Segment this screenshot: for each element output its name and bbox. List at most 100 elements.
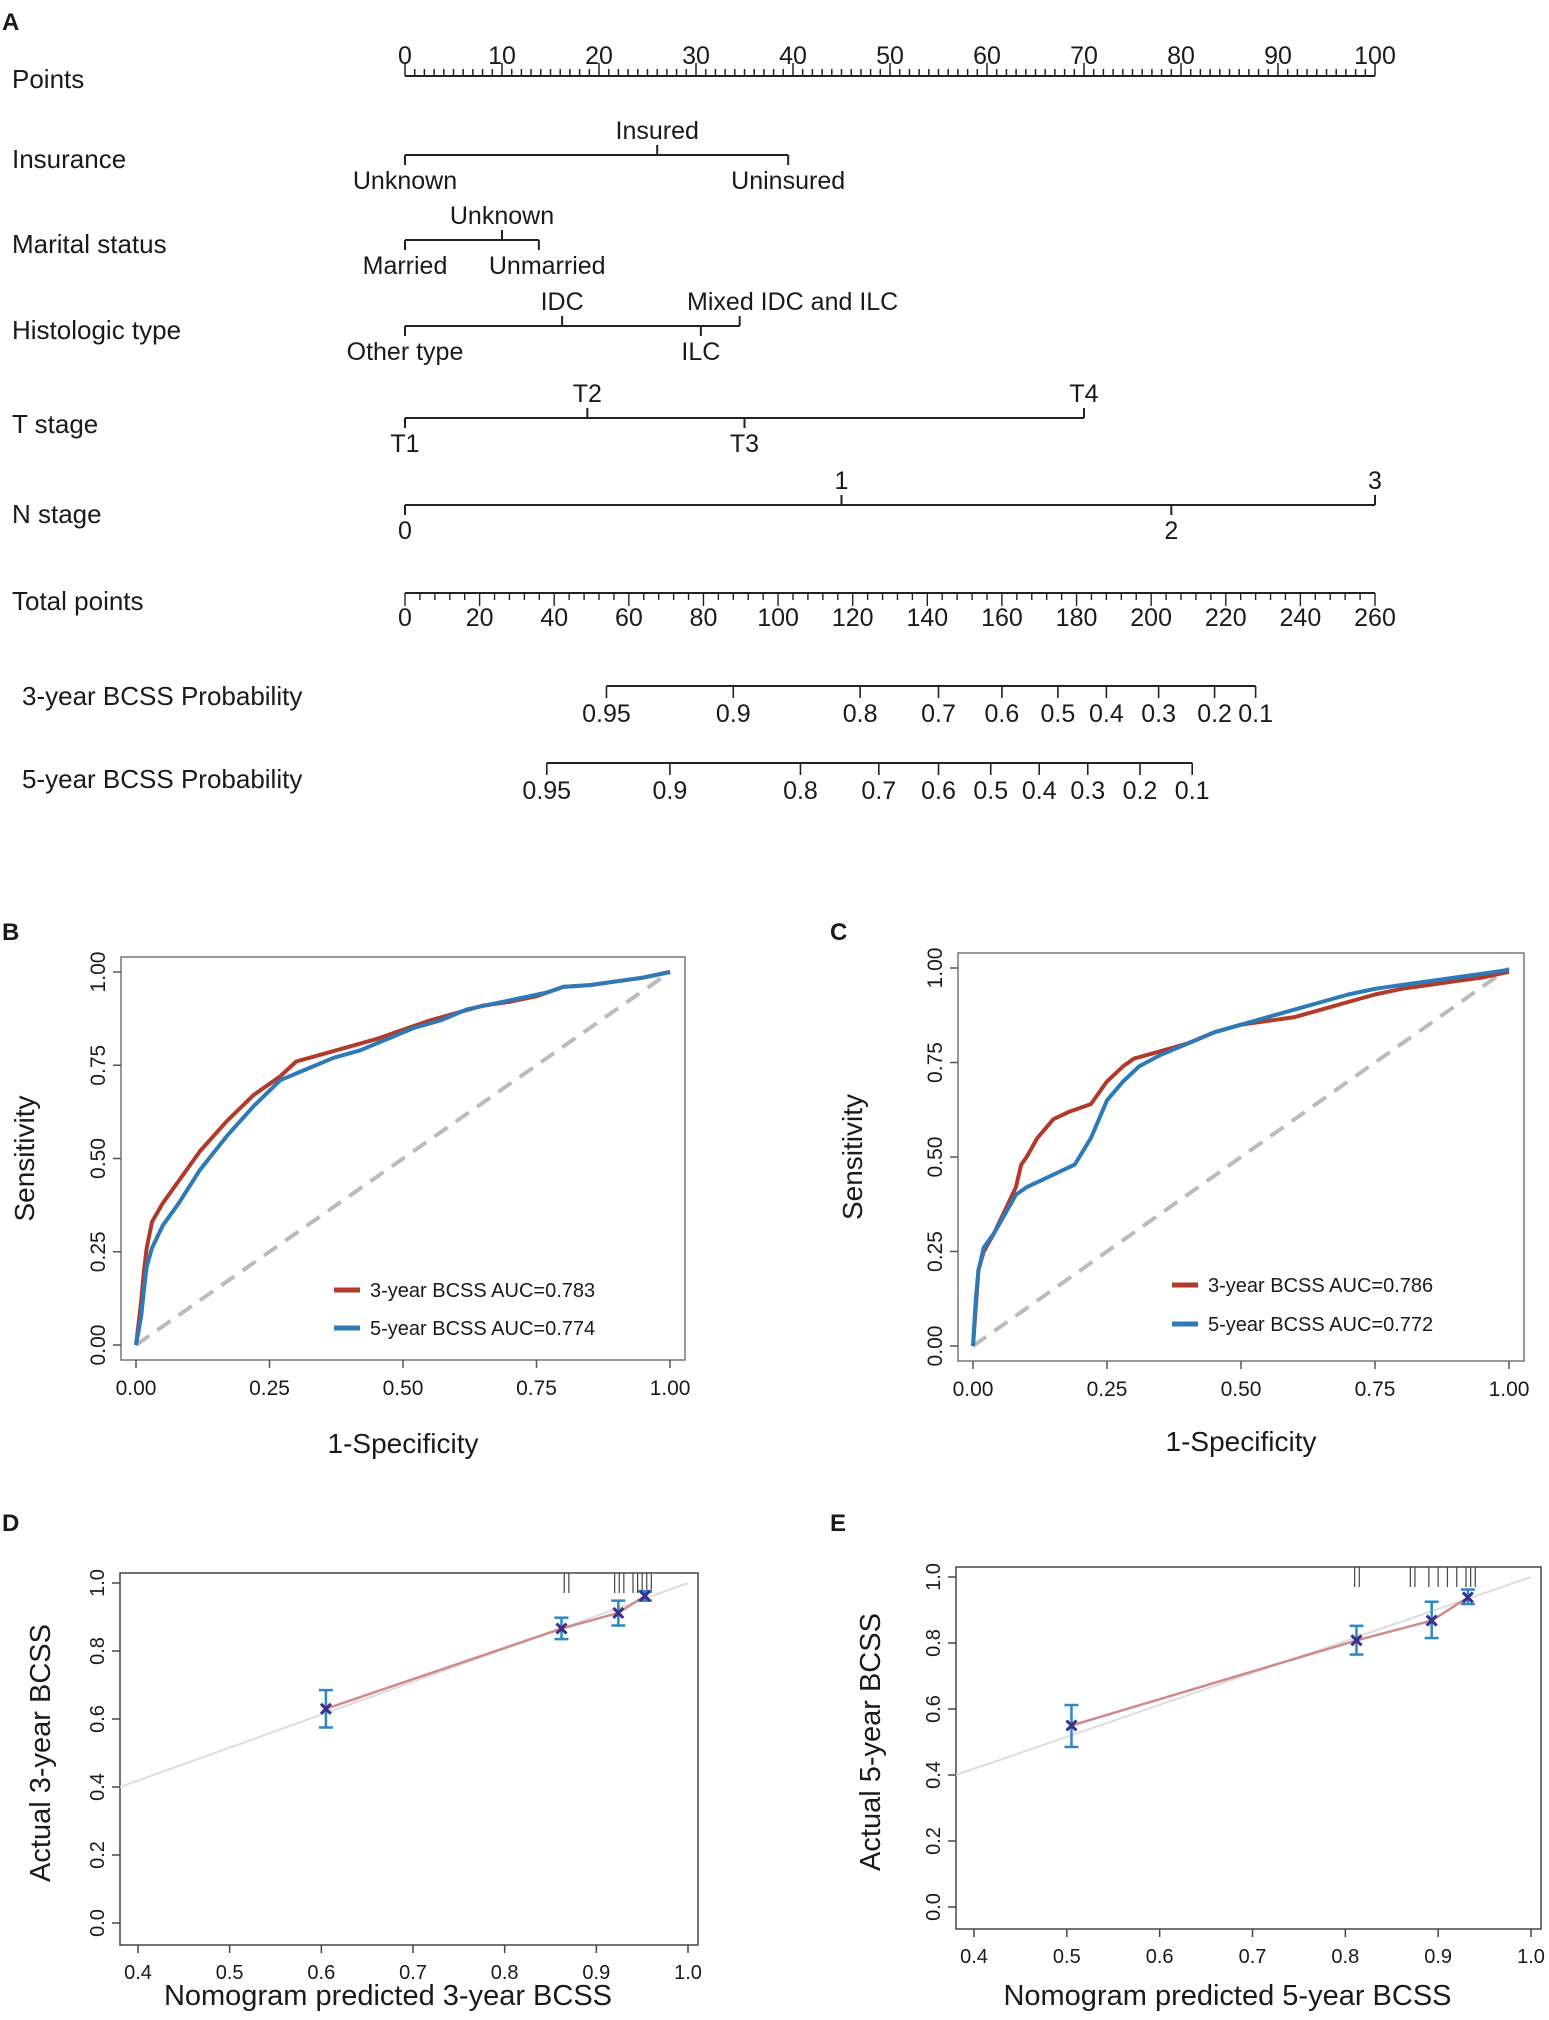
- variable-level-label: 2: [1164, 517, 1178, 545]
- roc-curve-series-2: [134, 970, 671, 1346]
- variable-level-label: 3: [1368, 467, 1382, 495]
- y-tick-label: 0.8: [87, 1637, 109, 1665]
- total-points-tick-label: 60: [615, 604, 643, 632]
- roc-panel-b: 0.00 0.25 0.50 0.75 1.00 0.00 0.25 0.50 0.75 1.00…: [9, 952, 690, 1459]
- calibration-point: [1065, 1719, 1078, 1732]
- panel-label-e: E: [830, 1510, 846, 1537]
- y-axis-title: Actual 5-year BCSS: [855, 1613, 887, 1871]
- probability-axis-label: 3-year BCSS Probability: [22, 681, 302, 711]
- x-tick-label: 0.5: [216, 1962, 244, 1984]
- variable-level-label: T2: [573, 380, 602, 408]
- variable-level-label: Uninsured: [731, 167, 845, 195]
- y-tick-label: 0.2: [87, 1841, 109, 1869]
- x-tick-label: 0.8: [1331, 1946, 1359, 1968]
- x-tick-label: 0.50: [1221, 1378, 1262, 1401]
- variable-level-label: T4: [1069, 380, 1098, 408]
- x-tick-label: 1.00: [1489, 1378, 1530, 1401]
- points-tick-label: 80: [1167, 42, 1195, 70]
- variable-level-label: Other type: [347, 338, 464, 366]
- calibration-panel-d: 0.4 0.5 0.6 0.7 0.8 0.9 1.0 0.0 0.2 0.4 0.6 0.8 1.0 N…: [25, 1569, 702, 2012]
- probability-tick-label: 0.7: [921, 700, 956, 728]
- ideal-calibration-line: [119, 1582, 689, 1788]
- total-points-tick-label: 0: [398, 604, 412, 632]
- x-tick-label: 0.25: [1087, 1378, 1128, 1401]
- y-tick-label: 0.00: [87, 1325, 110, 1366]
- y-tick-label: 0.2: [923, 1827, 945, 1855]
- panel-label-b: B: [2, 919, 19, 946]
- total-points-tick-label: 240: [1280, 604, 1322, 632]
- variable-level-label: ILC: [681, 338, 720, 366]
- calibration-point: [612, 1606, 625, 1619]
- total-points-tick-label: 140: [906, 604, 948, 632]
- y-tick-label: 0.25: [924, 1231, 947, 1272]
- y-tick-label: 0.6: [87, 1705, 109, 1733]
- probability-tick-label: 0.2: [1197, 700, 1232, 728]
- probability-tick-label: 0.4: [1089, 700, 1124, 728]
- y-tick-label: 0.4: [87, 1773, 109, 1801]
- variable-level-label: T3: [730, 430, 759, 458]
- reference-diagonal-line: [971, 966, 1511, 1348]
- probability-tick-label: 0.9: [716, 700, 751, 728]
- variable-level-label: Married: [363, 252, 448, 280]
- variable-level-label: 0: [398, 517, 412, 545]
- y-tick-label: 0.25: [87, 1231, 110, 1272]
- x-axis-title: 1-Specificity: [1166, 1426, 1317, 1457]
- points-axis-label: Points: [12, 64, 84, 94]
- probability-tick-label: 0.9: [653, 777, 688, 805]
- total-points-tick-label: 40: [540, 604, 568, 632]
- probability-tick-label: 0.4: [1022, 777, 1057, 805]
- points-tick-label: 10: [488, 42, 516, 70]
- probability-tick-label: 0.8: [783, 777, 818, 805]
- y-tick-label: 0.50: [87, 1138, 110, 1179]
- points-tick-label: 50: [876, 42, 904, 70]
- variable-label: Marital status: [12, 229, 167, 259]
- y-tick-label: 0.00: [924, 1326, 947, 1367]
- probability-tick-label: 0.3: [1070, 777, 1105, 805]
- y-tick-label: 1.0: [87, 1569, 109, 1597]
- probability-tick-label: 0.6: [985, 700, 1020, 728]
- x-tick-label: 0.5: [1053, 1946, 1081, 1968]
- variable-label: Insurance: [12, 144, 126, 174]
- variable-level-label: Unknown: [450, 202, 554, 230]
- points-tick-label: 100: [1354, 42, 1396, 70]
- x-tick-label: 1.00: [650, 1377, 691, 1400]
- total-points-tick-label: 120: [832, 604, 874, 632]
- x-tick-label: 0.6: [307, 1962, 335, 1984]
- probability-tick-label: 0.95: [582, 700, 631, 728]
- x-tick-label: 0.4: [124, 1962, 152, 1984]
- total-points-tick-label: 200: [1130, 604, 1172, 632]
- x-axis-title: Nomogram predicted 3-year BCSS: [164, 1980, 612, 2012]
- calibration-point: [1425, 1614, 1438, 1627]
- y-tick-label: 0.6: [923, 1695, 945, 1723]
- reference-diagonal-line: [134, 970, 672, 1347]
- points-tick-label: 60: [973, 42, 1001, 70]
- points-tick-label: 20: [585, 42, 613, 70]
- variable-level-label: Unmarried: [489, 252, 606, 280]
- legend-label-2: 5-year BCSS AUC=0.772: [1208, 1314, 1433, 1336]
- x-tick-label: 0.9: [582, 1962, 610, 1984]
- variable-label: Histologic type: [12, 315, 181, 345]
- variable-level-label: 1: [835, 467, 849, 495]
- calibration-point: [555, 1622, 568, 1635]
- points-tick-label: 40: [779, 42, 807, 70]
- x-tick-label: 1.0: [1517, 1946, 1545, 1968]
- panel-label-a: A: [2, 9, 19, 36]
- total-points-tick-label: 100: [757, 604, 799, 632]
- calibration-panel-e: 0.4 0.5 0.6 0.7 0.8 0.9 1.0 0.0 0.2 0.4 0.6 0.8 1.0 N…: [855, 1563, 1545, 2012]
- y-tick-label: 1.00: [87, 952, 110, 993]
- x-tick-label: 0.75: [1355, 1378, 1396, 1401]
- x-tick-label: 0.75: [516, 1377, 557, 1400]
- variable-level-label: T1: [390, 430, 419, 458]
- variable-label: N stage: [12, 499, 102, 529]
- y-tick-label: 0.0: [923, 1893, 945, 1921]
- probability-axis-label: 5-year BCSS Probability: [22, 764, 302, 794]
- points-tick-label: 90: [1264, 42, 1292, 70]
- x-tick-label: 0.8: [491, 1962, 519, 1984]
- x-tick-label: 0.4: [960, 1946, 988, 1968]
- probability-tick-label: 0.1: [1238, 700, 1273, 728]
- x-tick-label: 1.0: [674, 1962, 702, 1984]
- legend-label-2: 5-year BCSS AUC=0.774: [370, 1318, 595, 1340]
- y-tick-label: 0.0: [87, 1909, 109, 1937]
- total-points-axis-label: Total points: [12, 586, 144, 616]
